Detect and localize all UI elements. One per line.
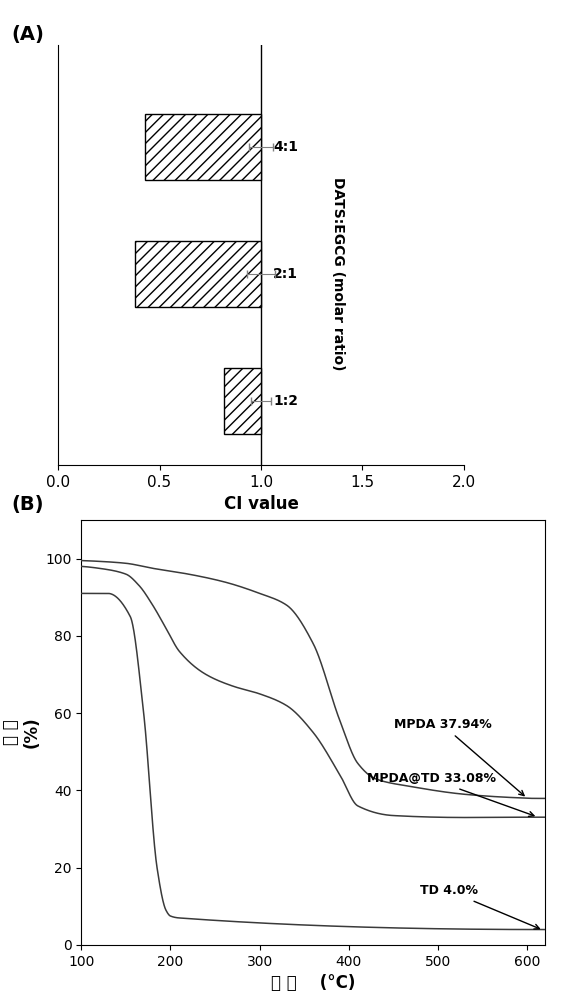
Text: 2:1: 2:1 <box>273 267 298 281</box>
X-axis label: 温 度    (°C): 温 度 (°C) <box>271 974 356 992</box>
Bar <box>224 368 261 434</box>
X-axis label: CI value: CI value <box>223 495 299 513</box>
Text: 1:2: 1:2 <box>273 394 298 408</box>
Bar <box>135 241 261 307</box>
Text: 4:1: 4:1 <box>273 140 298 154</box>
Text: TD 4.0%: TD 4.0% <box>420 884 539 929</box>
Text: DATS:EGCG (molar ratio): DATS:EGCG (molar ratio) <box>331 177 345 371</box>
Text: MPDA@TD 33.08%: MPDA@TD 33.08% <box>367 772 534 816</box>
Text: MPDA 37.94%: MPDA 37.94% <box>393 718 524 796</box>
Text: (B): (B) <box>12 495 44 514</box>
Bar <box>145 114 261 180</box>
Text: (A): (A) <box>12 25 45 44</box>
Y-axis label: 质 量
(%): 质 量 (%) <box>2 717 41 748</box>
